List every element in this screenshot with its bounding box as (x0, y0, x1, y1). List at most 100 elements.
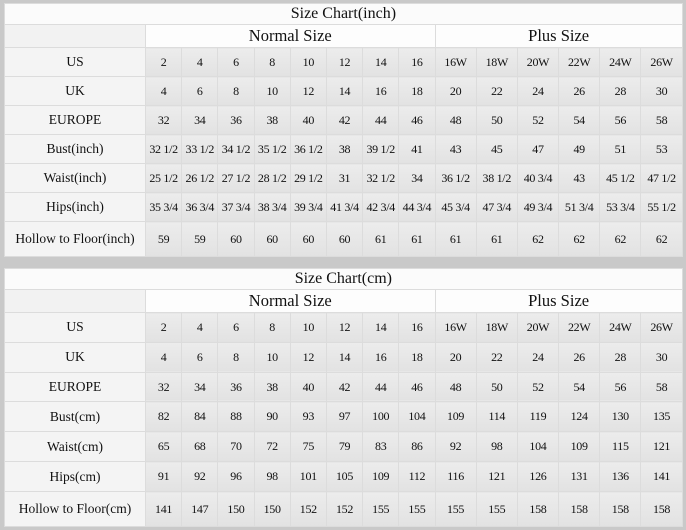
table-row: EUROPE 32 34 36 38 40 42 44 46 48 50 52 54 56 58 (4, 371, 683, 403)
size-cell: 59 (181, 221, 219, 257)
size-cell: 14 (362, 47, 400, 77)
size-cell: 70 (217, 431, 255, 463)
size-cell: 96 (217, 461, 255, 492)
size-cell: 4 (144, 76, 183, 106)
size-cell: 38 (253, 371, 291, 403)
size-cell: 65 (144, 431, 183, 463)
size-cell: 38 (253, 105, 291, 135)
size-cell: 28 1/2 (253, 163, 291, 193)
size-cell: 155 (398, 491, 436, 527)
size-cell: 34 1/2 (217, 134, 255, 164)
size-cell: 131 (558, 461, 601, 492)
size-cell: 34 (398, 163, 436, 193)
group-normal-size: Normal Size (145, 289, 436, 313)
size-cell: 22 (475, 76, 518, 106)
size-cell: 43 (434, 134, 477, 164)
size-cell: 12 (325, 312, 364, 343)
size-cell: 56 (599, 371, 642, 403)
size-cell: 36 (217, 105, 255, 135)
size-cell: 112 (398, 461, 436, 492)
size-cell: 49 3/4 (516, 192, 560, 222)
size-cell: 12 (325, 47, 364, 77)
table-row: US 2 4 6 8 10 12 14 16 16W 18W 20W 22W 24W 26W (4, 312, 683, 343)
size-cell: 35 1/2 (253, 134, 291, 164)
size-cell: 124 (558, 401, 601, 433)
size-cell: 152 (289, 491, 327, 527)
size-cell: 18W (475, 47, 518, 77)
size-cell: 16 (398, 312, 436, 343)
size-cell: 28 (599, 341, 642, 373)
size-cell: 24W (599, 312, 642, 343)
size-cell: 34 (181, 371, 219, 403)
size-cell: 27 1/2 (217, 163, 255, 193)
row-label: Hollow to Floor(cm) (4, 491, 146, 527)
size-cell: 42 3/4 (362, 192, 400, 222)
size-cell: 116 (434, 461, 477, 492)
size-cell: 152 (325, 491, 364, 527)
size-cell: 155 (475, 491, 518, 527)
size-cell: 119 (516, 401, 560, 433)
row-label: UK (4, 341, 146, 373)
size-cell: 8 (253, 47, 291, 77)
size-cell: 38 3/4 (253, 192, 291, 222)
size-cell: 61 (475, 221, 518, 257)
size-cell: 104 (398, 401, 436, 433)
row-label: EUROPE (4, 105, 146, 135)
size-cell: 47 3/4 (475, 192, 518, 222)
size-cell: 4 (181, 312, 219, 343)
row-label: UK (4, 76, 146, 106)
size-cell: 22W (558, 312, 601, 343)
size-cell: 158 (599, 491, 642, 527)
size-cell: 26W (640, 312, 683, 343)
size-cell: 44 (362, 371, 400, 403)
table-row: Hollow to Floor(inch) 59 59 60 60 60 60 61 61 61 6… (4, 221, 683, 257)
size-cell: 6 (217, 312, 255, 343)
size-cell: 130 (599, 401, 642, 433)
size-cell: 51 (599, 134, 642, 164)
size-cell: 126 (516, 461, 560, 492)
size-cell: 147 (181, 491, 219, 527)
size-table: Size Chart(cm) Normal Size Plus Size US 2 4… (4, 268, 683, 527)
chart-title: Size Chart(inch) (4, 3, 683, 25)
size-cell: 101 (289, 461, 327, 492)
size-cell: 53 3/4 (599, 192, 642, 222)
row-label: Bust(cm) (4, 401, 146, 433)
row-label: Hips(cm) (4, 461, 146, 492)
size-cell: 121 (475, 461, 518, 492)
size-cell: 12 (289, 76, 327, 106)
size-cell: 121 (640, 431, 683, 463)
size-cell: 43 (558, 163, 601, 193)
size-cell: 98 (475, 431, 518, 463)
size-cell: 105 (325, 461, 364, 492)
table-row: UK 4 6 8 10 12 14 16 18 20 22 24 26 28 30 (4, 341, 683, 373)
size-cell: 46 (398, 371, 436, 403)
size-cell: 8 (253, 312, 291, 343)
size-cell: 40 (289, 105, 327, 135)
size-cell: 30 (640, 76, 683, 106)
size-cell: 29 1/2 (289, 163, 327, 193)
size-cell: 16W (434, 47, 477, 77)
size-cell: 44 3/4 (398, 192, 436, 222)
size-cell: 92 (181, 461, 219, 492)
size-cell: 14 (325, 76, 364, 106)
size-cell: 53 (640, 134, 683, 164)
size-cell: 90 (253, 401, 291, 433)
size-cell: 34 (181, 105, 219, 135)
size-cell: 8 (217, 76, 255, 106)
size-cell: 49 (558, 134, 601, 164)
size-cell: 47 1/2 (640, 163, 683, 193)
size-cell: 2 (144, 312, 183, 343)
size-chart-cm: Size Chart(cm) Normal Size Plus Size US 2 4… (4, 268, 683, 527)
size-cell: 72 (253, 431, 291, 463)
size-cell: 10 (289, 47, 327, 77)
group-plus-size: Plus Size (434, 289, 683, 313)
corner-cell (4, 289, 146, 313)
size-cell: 68 (181, 431, 219, 463)
size-cell: 26 1/2 (181, 163, 219, 193)
size-cell: 61 (434, 221, 477, 257)
size-cell: 30 (640, 341, 683, 373)
size-cell: 55 1/2 (640, 192, 683, 222)
size-cell: 47 (516, 134, 560, 164)
size-cell: 36 (217, 371, 255, 403)
size-cell: 88 (217, 401, 255, 433)
